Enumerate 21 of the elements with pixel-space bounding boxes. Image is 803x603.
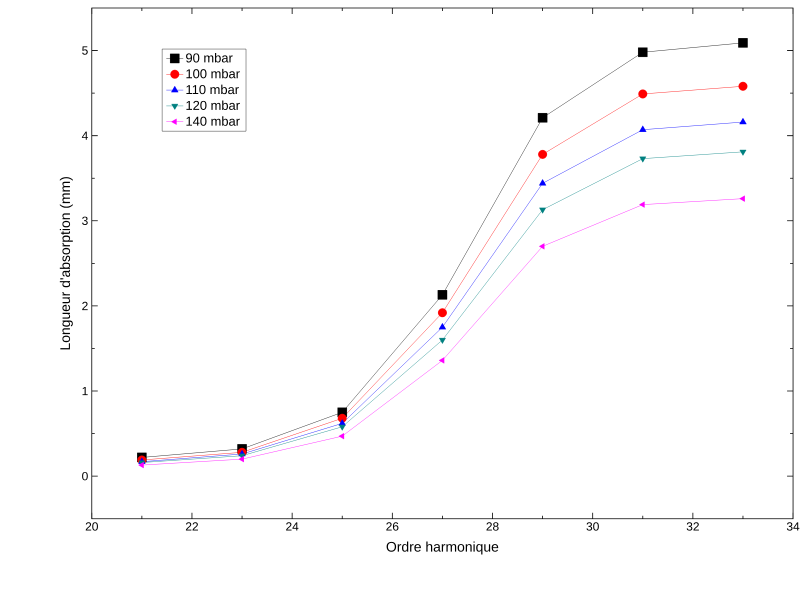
x-tick-label: 34 <box>786 522 800 531</box>
y-tick-label: 3 <box>82 216 88 226</box>
x-tick-label: 24 <box>286 522 298 531</box>
x-tick-label: 32 <box>686 522 699 531</box>
x-tick-label: 22 <box>186 522 198 531</box>
x-tick-label: 26 <box>386 522 398 531</box>
y-tick-label: 1 <box>82 387 88 396</box>
y-tick-label: 5 <box>82 46 88 55</box>
legend-label: 90 mbar <box>186 53 233 63</box>
x-tick-label: 30 <box>586 522 599 531</box>
y-tick-label: 2 <box>82 302 88 310</box>
x-tick-label: 28 <box>486 522 499 531</box>
x-axis-title: Ordre harmonique <box>386 542 498 555</box>
legend-label: 140 mbar <box>186 116 240 126</box>
x-tick-label: 20 <box>86 522 98 531</box>
legend-label: 100 mbar <box>186 69 240 79</box>
y-tick-label: 4 <box>82 132 88 140</box>
y-tick-label: 0 <box>82 472 88 481</box>
legend-label: 120 mbar <box>186 100 240 110</box>
y-axis-title: Longueur d'absorption (mm) <box>60 177 73 350</box>
legend-label: 110 mbar <box>186 84 239 94</box>
